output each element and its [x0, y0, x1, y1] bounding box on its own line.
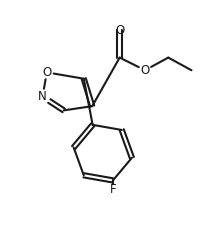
Text: N: N: [38, 90, 47, 103]
Text: F: F: [110, 183, 116, 196]
Text: O: O: [42, 66, 51, 79]
Text: O: O: [140, 64, 150, 77]
Text: O: O: [115, 24, 124, 37]
